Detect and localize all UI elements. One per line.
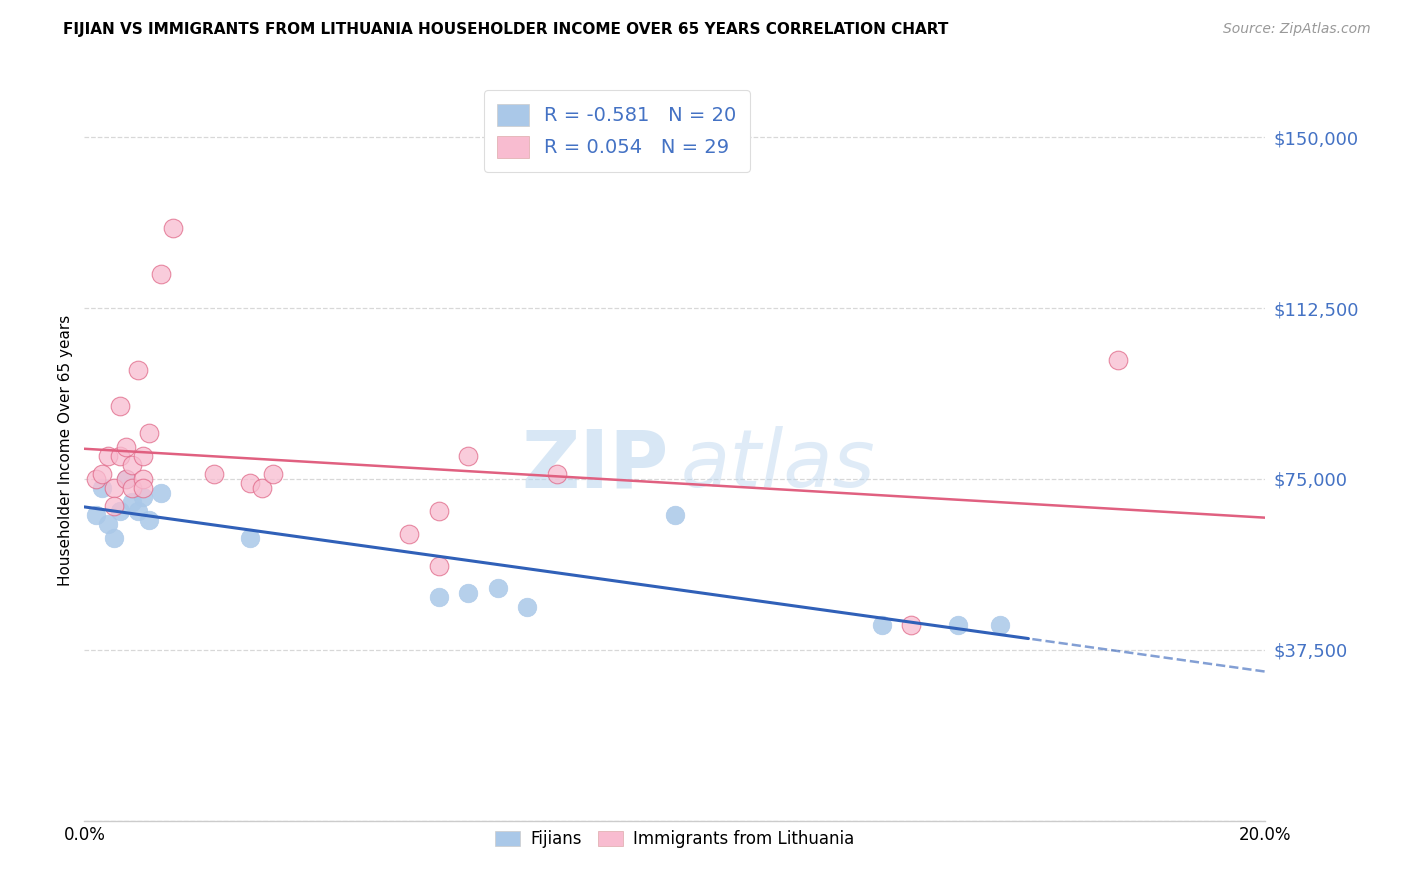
Point <box>150 485 173 500</box>
Point <box>132 472 155 486</box>
Point <box>398 526 420 541</box>
Point <box>486 582 509 596</box>
Point <box>457 586 479 600</box>
Point <box>114 472 136 486</box>
Point <box>162 221 184 235</box>
Legend: Fijians, Immigrants from Lithuania: Fijians, Immigrants from Lithuania <box>486 822 863 856</box>
Point <box>121 481 143 495</box>
Point <box>97 449 120 463</box>
Point <box>150 267 173 281</box>
Point <box>870 617 893 632</box>
Point <box>262 467 284 482</box>
Point <box>108 449 131 463</box>
Point <box>114 472 136 486</box>
Point <box>132 481 155 495</box>
Point <box>948 617 970 632</box>
Point <box>427 591 450 605</box>
Point <box>132 449 155 463</box>
Point <box>121 494 143 508</box>
Point <box>988 617 1011 632</box>
Point <box>84 472 107 486</box>
Point <box>103 481 125 495</box>
Point <box>127 362 149 376</box>
Point <box>427 558 450 573</box>
Point <box>132 490 155 504</box>
Point <box>664 508 686 523</box>
Point <box>427 504 450 518</box>
Text: atlas: atlas <box>681 426 876 504</box>
Point <box>138 426 160 441</box>
Y-axis label: Householder Income Over 65 years: Householder Income Over 65 years <box>58 315 73 586</box>
Point <box>103 500 125 514</box>
Point <box>108 399 131 413</box>
Point <box>457 449 479 463</box>
Point <box>114 440 136 454</box>
Point <box>103 531 125 545</box>
Point <box>84 508 107 523</box>
Point <box>91 481 114 495</box>
Point <box>202 467 225 482</box>
Text: FIJIAN VS IMMIGRANTS FROM LITHUANIA HOUSEHOLDER INCOME OVER 65 YEARS CORRELATION: FIJIAN VS IMMIGRANTS FROM LITHUANIA HOUS… <box>63 22 949 37</box>
Point <box>516 599 538 614</box>
Point <box>97 517 120 532</box>
Point <box>108 504 131 518</box>
Point <box>239 476 262 491</box>
Point <box>250 481 273 495</box>
Point <box>127 504 149 518</box>
Point <box>138 513 160 527</box>
Text: Source: ZipAtlas.com: Source: ZipAtlas.com <box>1223 22 1371 37</box>
Text: ZIP: ZIP <box>522 426 669 504</box>
Point <box>546 467 568 482</box>
Point <box>900 617 922 632</box>
Point <box>121 458 143 473</box>
Point <box>1107 353 1129 368</box>
Point <box>239 531 262 545</box>
Point <box>91 467 114 482</box>
